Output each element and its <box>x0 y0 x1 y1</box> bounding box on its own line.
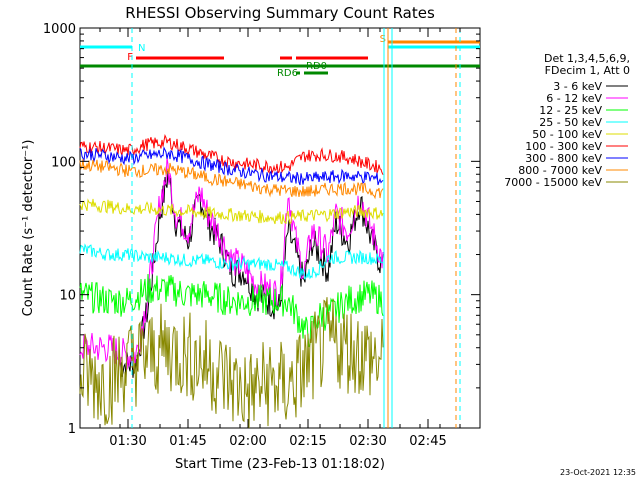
y-tick-label: 1 <box>68 422 76 437</box>
legend-entry-label: 25 - 50 keV <box>539 116 602 129</box>
series-line <box>79 243 384 281</box>
legend-entry-label: 300 - 800 keV <box>525 152 602 165</box>
flag-label: RD6 <box>277 68 298 79</box>
flag-label: S <box>380 34 386 45</box>
series-line <box>79 297 384 429</box>
legend-header: Det 1,3,4,5,6,9, <box>544 52 630 65</box>
legend: Det 1,3,4,5,6,9,FDecim 1, Att 0 3 - 6 keV… <box>504 52 630 189</box>
legend-entry-label: 12 - 25 keV <box>539 104 602 117</box>
x-tick-label: 02:30 <box>349 434 386 449</box>
legend-entry-label: 3 - 6 keV <box>553 80 602 93</box>
series-line <box>79 273 384 348</box>
x-tick-label: 02:00 <box>229 434 266 449</box>
legend-header: FDecim 1, Att 0 <box>545 64 630 77</box>
flag-label: N <box>138 43 145 54</box>
series-layer <box>79 134 384 429</box>
flag-label: F <box>127 52 133 63</box>
legend-entry-label: 100 - 300 keV <box>525 140 602 153</box>
axes-layer: 1 10 100 1000 01:30 01:45 02:00 02:15 02:30 02:45 <box>43 22 481 449</box>
x-axis-label: Start Time (23-Feb-13 01:18:02) <box>175 457 385 472</box>
y-tick-label: 100 <box>51 155 76 170</box>
legend-entry-label: 50 - 100 keV <box>532 128 602 141</box>
chart-title: RHESSI Observing Summary Count Rates <box>125 4 435 22</box>
footer-timestamp: 23-Oct-2021 12:35 <box>560 468 636 477</box>
x-tick-label: 02:45 <box>409 434 446 449</box>
y-tick-label: 1000 <box>43 22 76 37</box>
legend-entry-label: 6 - 12 keV <box>546 92 602 105</box>
x-tick-label: 01:45 <box>169 434 206 449</box>
legend-entry-label: 7000 - 15000 keV <box>504 176 602 189</box>
x-tick-label: 02:15 <box>289 434 326 449</box>
series-line <box>79 134 384 175</box>
legend-entry-label: 800 - 7000 keV <box>518 164 602 177</box>
flags-layer: NF RD0 RD6 S <box>80 34 480 79</box>
series-line <box>79 198 384 225</box>
vlines-layer <box>131 28 461 428</box>
series-line <box>79 157 384 370</box>
flag-label: RD0 <box>306 61 327 72</box>
series-line <box>79 159 384 200</box>
x-tick-label: 01:30 <box>109 434 146 449</box>
y-tick-label: 10 <box>59 289 76 304</box>
series-line <box>79 146 384 186</box>
y-axis-label: Count Rate (s⁻¹ detector⁻¹) <box>21 140 36 317</box>
